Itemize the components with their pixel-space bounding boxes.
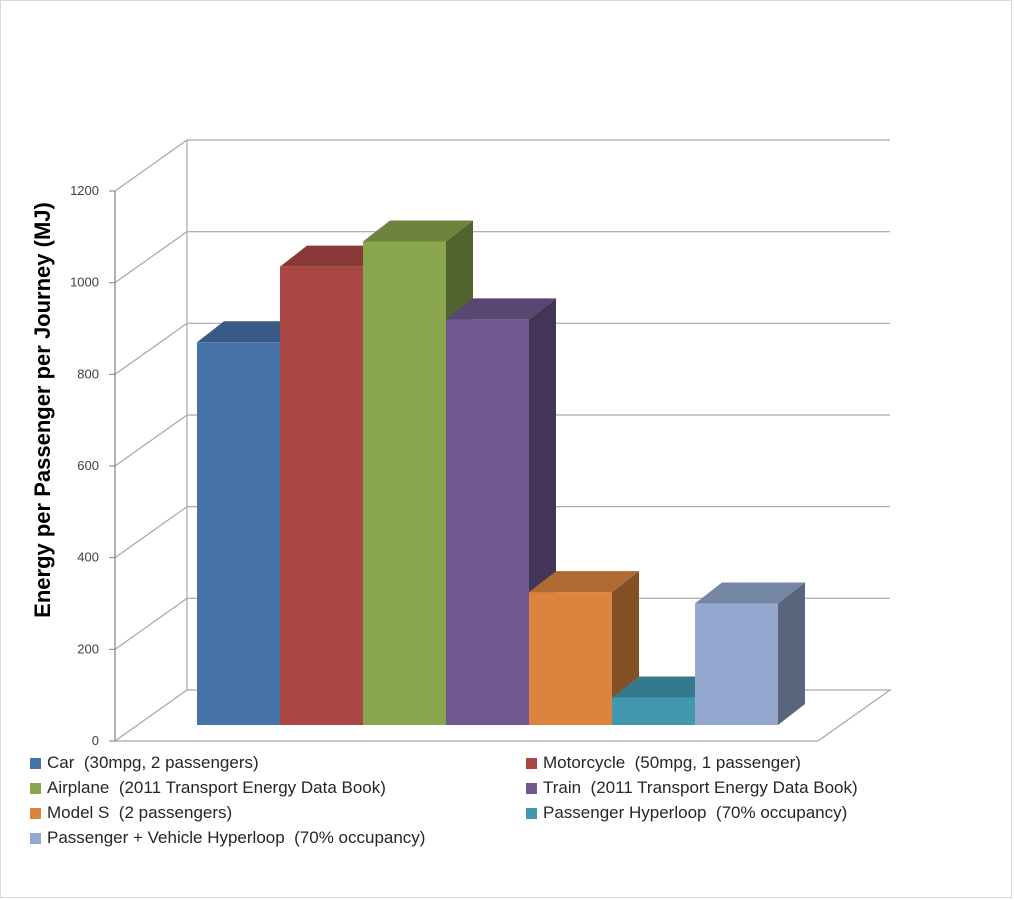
bar [695, 582, 805, 725]
side-wall-line [114, 139, 188, 192]
bar-front [197, 342, 280, 725]
legend-label: Train (2011 Transport Energy Data Book) [543, 778, 858, 797]
legend-item: Train (2011 Transport Energy Data Book) [526, 777, 986, 799]
legend-item: Passenger + Vehicle Hyperloop (70% occup… [30, 827, 526, 849]
legend-item: Passenger Hyperloop (70% occupancy) [526, 802, 986, 824]
bar-top [612, 676, 722, 698]
bar-front [280, 266, 363, 725]
legend-swatch [526, 757, 537, 769]
bar-top [197, 321, 307, 343]
legend-label: Passenger Hyperloop (70% occupancy) [543, 803, 848, 822]
bar [529, 571, 639, 725]
legend-swatch [526, 807, 537, 819]
bar-side [778, 582, 805, 725]
bar-front [363, 241, 446, 726]
bar-top [446, 298, 556, 320]
bar-front [612, 697, 695, 725]
side-wall-line [114, 231, 188, 284]
legend-item: Model S (2 passengers) [30, 802, 526, 824]
bar-top [280, 245, 390, 267]
legend-item: Airplane (2011 Transport Energy Data Boo… [30, 777, 526, 799]
legend-label: Car (30mpg, 2 passengers) [47, 753, 259, 772]
legend-swatch [30, 832, 41, 844]
legend-swatch [30, 782, 41, 794]
legend-item: Motorcycle (50mpg, 1 passenger) [526, 752, 986, 774]
legend-swatch [30, 807, 41, 819]
legend-label: Passenger + Vehicle Hyperloop (70% occup… [47, 828, 426, 847]
bar-chart-3d: 0 200 400 600 800 1000 1200 Energy per Passeng… [30, 139, 892, 748]
y-axis-label: Energy per Passenger per Journey (MJ) [30, 202, 55, 618]
bars [197, 220, 805, 726]
legend-label: Motorcycle (50mpg, 1 passenger) [543, 753, 801, 772]
bar-front [695, 603, 778, 725]
side-wall-line [114, 506, 188, 559]
legend-item: Car (30mpg, 2 passengers) [30, 752, 526, 774]
legend-swatch [526, 782, 537, 794]
side-wall-line [114, 322, 188, 375]
legend-label: Airplane (2011 Transport Energy Data Boo… [47, 778, 386, 797]
legend: Car (30mpg, 2 passengers) Motorcycle (50m… [30, 752, 990, 849]
y-tick-label: 1000 [70, 275, 99, 290]
bar-front [529, 592, 612, 725]
side-wall-line [114, 414, 188, 467]
y-tick-label: 800 [77, 366, 99, 381]
bar-top [695, 582, 805, 604]
bar [446, 298, 556, 725]
legend-swatch [30, 757, 41, 769]
side-wall-line [114, 597, 188, 650]
y-tick-label: 600 [77, 458, 99, 473]
legend-label: Model S (2 passengers) [47, 803, 233, 822]
floor-outline [113, 689, 892, 742]
bar-top [529, 571, 639, 593]
y-tick-label: 400 [77, 550, 99, 565]
y-tick-label: 0 [92, 733, 99, 748]
axes: 0 200 400 600 800 1000 1200 [70, 183, 116, 748]
bar-front [446, 319, 529, 725]
bar-top [363, 220, 473, 242]
y-tick-label: 1200 [70, 183, 99, 198]
y-tick-label: 200 [77, 641, 99, 656]
